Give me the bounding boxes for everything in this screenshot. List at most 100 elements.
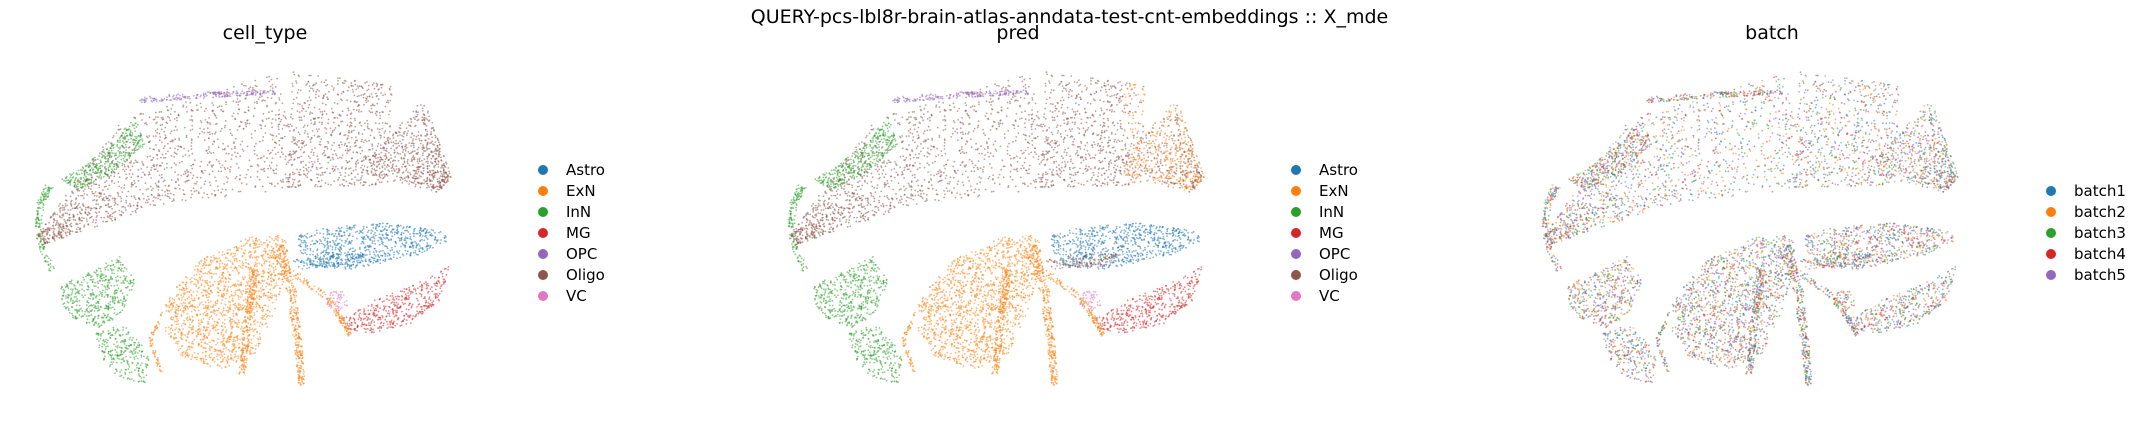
legend-label: batch5 — [2074, 266, 2126, 284]
cluster-mg-points — [1849, 266, 1957, 334]
legend-label: Astro — [1319, 161, 1358, 179]
cluster-exn3-points — [1745, 268, 1766, 375]
legend-item: InN — [1291, 201, 1358, 222]
cluster-inn5-points — [1655, 300, 1678, 373]
cluster-inn-points — [1567, 256, 1642, 328]
cluster-inn2-points — [95, 326, 150, 384]
legend-marker — [1291, 290, 1301, 301]
cluster-opc-points — [892, 89, 1029, 104]
panel-title-batch: batch — [1622, 22, 1922, 44]
legend-label: batch1 — [2074, 182, 2126, 200]
cluster-exn-points — [1671, 234, 1797, 369]
legend-label: InN — [566, 203, 591, 221]
legend-label: InN — [1319, 203, 1344, 221]
cluster-exn4-points — [1021, 253, 1105, 337]
legend-item: OPC — [538, 243, 605, 264]
cluster-opc-points — [1646, 89, 1783, 104]
legend-label: batch2 — [2074, 203, 2126, 221]
legend-item: InN — [538, 201, 605, 222]
legend-marker — [1291, 227, 1301, 238]
cluster-brown2-points — [1045, 253, 1121, 270]
cluster-inn4-points — [34, 184, 55, 272]
figure-suptitle: QUERY-pcs-lbl8r-brain-atlas-anndata-test… — [0, 6, 2139, 28]
legend-label: VC — [566, 287, 587, 305]
cluster-exn2-points — [1783, 244, 1813, 386]
cluster-inn4-points — [1541, 184, 1562, 272]
legend-marker — [1291, 164, 1301, 175]
legend-marker — [538, 227, 548, 238]
legend-marker — [538, 164, 548, 175]
cluster-inn3-points — [61, 116, 145, 190]
cluster-brown2-points — [292, 253, 368, 270]
cluster-inn5-points — [901, 300, 924, 373]
legend-label: ExN — [566, 182, 596, 200]
legend-marker — [1291, 269, 1301, 280]
legend-label: OPC — [1319, 245, 1350, 263]
cluster-exn4-points — [268, 253, 352, 337]
legend-item: batch3 — [2046, 222, 2126, 243]
cluster-inn4-points — [787, 184, 808, 272]
cluster-mg-points — [342, 266, 450, 334]
cluster-inn2-points — [848, 326, 903, 384]
legend-item: Astro — [1291, 159, 1358, 180]
cluster-exn3-points — [238, 268, 259, 375]
embedding-scatter-pred — [787, 71, 1205, 386]
legend-item: OPC — [1291, 243, 1358, 264]
legend-item: batch4 — [2046, 243, 2126, 264]
cluster-exn3-points — [991, 268, 1012, 375]
legend-item: Oligo — [1291, 264, 1358, 285]
legend-item: ExN — [538, 180, 605, 201]
panel-title-pred: pred — [868, 22, 1168, 44]
legend-marker — [538, 185, 548, 196]
legend-label: ExN — [1319, 182, 1349, 200]
legend-marker — [2046, 248, 2056, 259]
cluster-inn-points — [60, 256, 135, 328]
legend-cell-type: Astro ExN InN MG OPC Oligo VC — [538, 159, 605, 306]
legend-item: MG — [1291, 222, 1358, 243]
cluster-exn-points — [917, 234, 1043, 369]
legend-marker — [538, 206, 548, 217]
cluster-inn2-points — [1602, 326, 1657, 384]
legend-marker — [1291, 185, 1301, 196]
legend-marker — [2046, 269, 2056, 280]
legend-label: MG — [566, 224, 591, 242]
legend-label: batch4 — [2074, 245, 2126, 263]
panel-title-cell-type: cell_type — [115, 22, 415, 44]
cluster-oligo-points — [789, 71, 1205, 246]
legend-marker — [1291, 248, 1301, 259]
cluster-oligo-points — [1543, 71, 1959, 246]
legend-item: Astro — [538, 159, 605, 180]
cluster-inn3-points — [1568, 116, 1652, 190]
legend-marker — [2046, 206, 2056, 217]
cluster-astro-points — [1804, 222, 1954, 270]
legend-label: Astro — [566, 161, 605, 179]
cluster-inn5-points — [148, 300, 171, 373]
legend-label: batch3 — [2074, 224, 2126, 242]
legend-item: MG — [538, 222, 605, 243]
legend-item: batch5 — [2046, 264, 2126, 285]
legend-marker — [2046, 227, 2056, 238]
cluster-oligo-points — [36, 71, 452, 246]
legend-label: Oligo — [566, 266, 605, 284]
legend-item: Oligo — [538, 264, 605, 285]
legend-label: VC — [1319, 287, 1340, 305]
cluster-brown2-points — [1799, 253, 1875, 270]
legend-item: ExN — [1291, 180, 1358, 201]
cluster-inn3-points — [814, 116, 898, 190]
legend-label: OPC — [566, 245, 597, 263]
legend-pred: Astro ExN InN MG OPC Oligo VC — [1291, 159, 1358, 306]
legend-marker — [538, 290, 548, 301]
cluster-exn-points — [164, 234, 290, 369]
legend-marker — [538, 248, 548, 259]
embedding-scatter-cell-type — [34, 71, 452, 386]
legend-item: batch1 — [2046, 180, 2126, 201]
cluster-opc-points — [139, 89, 276, 104]
legend-item: VC — [538, 285, 605, 306]
cluster-mg-points — [1095, 266, 1203, 334]
legend-item: batch2 — [2046, 201, 2126, 222]
legend-marker — [538, 269, 548, 280]
cluster-exn4-points — [1775, 253, 1859, 337]
cluster-inn-points — [813, 256, 888, 328]
legend-marker — [1291, 206, 1301, 217]
cluster-astro-points — [297, 222, 447, 270]
